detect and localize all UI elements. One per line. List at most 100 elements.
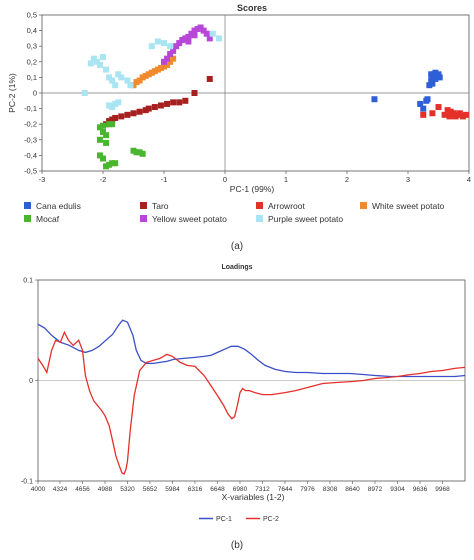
scores-point-purple-sweet-potato [100,54,106,61]
scores-point-purple-sweet-potato [93,58,100,65]
scores-x-tick-label: 0 [223,175,227,184]
legend-label-yellow-sweet-potato: Yellow sweet potato [152,214,227,224]
scores-point-purple-sweet-potato [148,43,155,50]
scores-point-taro [130,110,137,117]
loadings-chart: Loadings 4000 4324 4656 4988 5320 5652 5984 631… [21,264,466,523]
loadings-lines [37,319,466,475]
legend-swatch-cana-edulis [24,202,31,209]
scores-point-cana-edulis [432,69,439,76]
loadings-line-pc-2 [37,330,466,475]
scores-point-arrowroot [459,113,466,120]
scores-point-yellow-sweet-potato [167,51,174,57]
scores-chart: Scores -3 -2 -1 0 1 2 3 4 -0,5 -0,4 -0,3 -0,2 -0,1 0 0… [7,3,471,224]
scores-point-cana-edulis [428,71,435,78]
scores-point-taro [157,102,164,109]
scores-point-taro [109,116,116,123]
scores-point-mocaf [106,161,113,168]
scores-y-tick-label: -0,3 [24,135,37,144]
loadings-axes: 4000 4324 4656 4988 5320 5652 5984 6316 6648 6980… [21,278,465,493]
scores-point-taro [206,75,213,82]
scores-point-taro [191,90,198,96]
scores-point-purple-sweet-potato [103,66,110,73]
scores-point-yellow-sweet-potato [191,27,198,34]
scores-point-mocaf [100,129,106,135]
scores-y-tick-label: -0,5 [24,167,37,176]
scores-point-purple-sweet-potato [112,82,119,89]
scores-point-taro [151,104,158,111]
scores-point-taro [142,107,149,114]
scores-x-tick-label: -3 [39,175,46,184]
scores-point-taro [112,114,119,121]
loadings-y-tick-label: 0 [29,378,33,385]
loadings-x-tick-label: 6648 [210,486,225,493]
scores-point-mocaf [96,124,103,131]
scores-point-yellow-sweet-potato [161,58,167,65]
loadings-x-tick-label: 4000 [31,486,46,493]
scores-point-taro [136,108,143,115]
scores-point-mocaf [106,121,113,128]
scores-point-yellow-sweet-potato [203,30,210,37]
loadings-x-tick-label: 9636 [413,486,428,493]
scores-y-tick-label: 0,2 [27,57,37,66]
scores-point-white-sweet-potato [170,55,177,62]
scores-point-cana-edulis [429,74,436,81]
scores-point-purple-sweet-potato [90,55,97,62]
scores-y-tick-label: 0,1 [27,73,37,82]
scores-point-yellow-sweet-potato [200,27,207,34]
scores-point-taro [124,111,131,118]
scores-point-mocaf [112,160,119,167]
scores-point-yellow-sweet-potato [185,33,192,40]
scores-point-cana-edulis [436,74,443,81]
scores-point-purple-sweet-potato [87,60,94,67]
scores-point-mocaf [100,155,106,162]
scores-point-purple-sweet-potato [215,35,222,42]
scores-point-purple-sweet-potato [154,38,161,45]
legend-label-arrowroot: Arrowroot [268,201,305,211]
panel-b-label: (b) [231,540,243,551]
scores-point-yellow-sweet-potato [206,35,213,42]
legend-swatch-taro [140,202,147,209]
scores-point-white-sweet-potato [136,77,143,84]
legend-swatch-purple-sweet-potato [256,215,263,222]
scores-point-white-sweet-potato [145,71,152,78]
loadings-x-tick-label: 9304 [390,486,405,493]
scores-axes: -3 -2 -1 0 1 2 3 4 -0,5 -0,4 -0,3 -0,2 -0,1 0 0,1 0,2 0,… [24,11,471,185]
scores-point-yellow-sweet-potato [173,43,180,50]
loadings-x-tick-label: 7312 [255,486,270,493]
scores-point-white-sweet-potato [142,72,149,79]
scores-points [81,24,469,170]
scores-x-tick-label: -1 [161,175,168,184]
scores-point-mocaf [100,122,106,129]
scores-x-tick-label: 2 [345,175,349,184]
scores-y-tick-label: 0,3 [27,42,37,51]
loadings-x-tick-label: 7976 [300,486,315,493]
scores-x-tick-label: 4 [467,175,471,184]
scores-point-yellow-sweet-potato [170,47,177,54]
scores-point-white-sweet-potato [161,63,167,70]
scores-point-taro [106,118,113,125]
scores-zero-lines [42,15,469,171]
scores-point-mocaf [139,150,146,157]
legend-label-taro: Taro [152,201,169,211]
scores-point-mocaf [136,149,143,156]
legend-label-purple-sweet-potato: Purple sweet potato [268,214,343,224]
loadings-x-label: X-variables (1-2) [222,492,285,502]
scores-point-mocaf [103,163,110,170]
scores-point-cana-edulis [426,82,433,89]
scores-point-cana-edulis [420,105,427,112]
scores-point-mocaf [96,152,103,159]
scores-point-cana-edulis [371,96,378,103]
scores-point-purple-sweet-potato [96,61,103,68]
scores-point-yellow-sweet-potato [182,35,189,42]
scores-point-taro [176,99,183,106]
loadings-x-tick-label: 4656 [75,486,90,493]
loadings-x-tick-label: 6316 [188,486,203,493]
legend-swatch-yellow-sweet-potato [140,215,147,222]
scores-point-cana-edulis [429,80,436,87]
scores-point-purple-sweet-potato [127,82,134,89]
scores-point-yellow-sweet-potato [164,55,171,62]
scores-point-yellow-sweet-potato [188,30,195,37]
scores-point-purple-sweet-potato [161,40,167,47]
scores-point-cana-edulis [428,77,435,84]
scores-legend: Cana edulis Taro Arrowroot White sweet pota… [24,201,445,224]
